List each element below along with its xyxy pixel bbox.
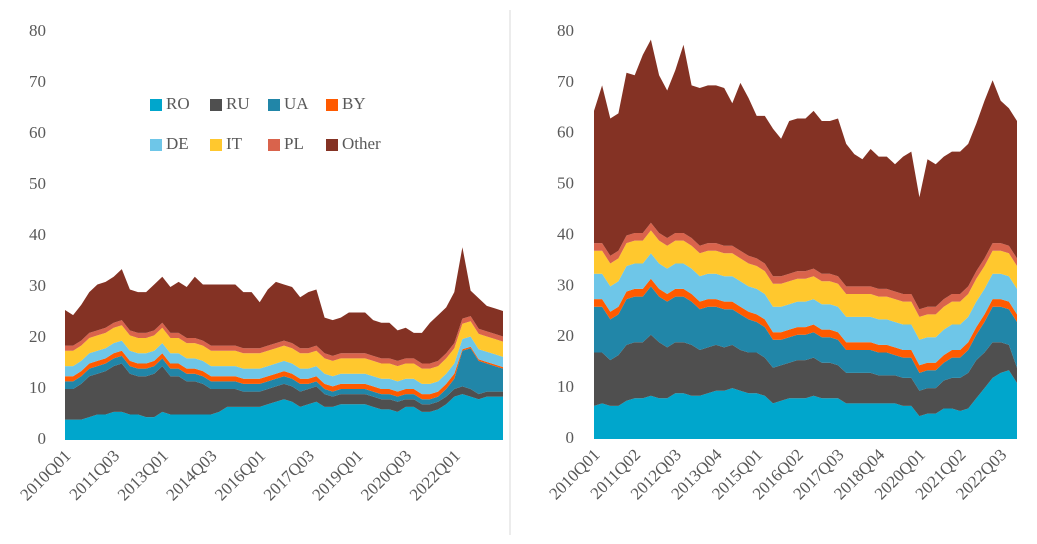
y-tick-label: 50: [29, 174, 46, 193]
area: [594, 39, 1017, 310]
area: [594, 222, 1017, 317]
legend-swatch: [150, 99, 162, 111]
y-tick-label: 20: [557, 326, 574, 345]
area: [65, 336, 503, 395]
y-tick-label: 70: [29, 72, 46, 91]
area: [594, 286, 1017, 391]
legend-swatch: [268, 139, 280, 151]
area: [594, 334, 1017, 417]
area: [594, 370, 1017, 439]
area: [65, 316, 503, 369]
legend-swatch: [210, 139, 222, 151]
y-tick-label: 80: [29, 21, 46, 40]
legend-swatch: [326, 139, 338, 151]
area: [65, 247, 503, 364]
legend-swatch: [326, 99, 338, 111]
x-tick-label: 2022Q01: [406, 446, 464, 504]
area: [594, 253, 1017, 366]
legend-swatch: [210, 99, 222, 111]
area: [594, 230, 1017, 340]
x-tick-label: 2010Q01: [16, 446, 74, 504]
x-tick-label: 2011Q03: [66, 446, 124, 504]
y-tick-label: 20: [29, 327, 46, 346]
y-tick-label: 0: [38, 429, 47, 448]
legend-label: PL: [284, 134, 304, 153]
area: [65, 394, 503, 440]
y-tick-label: 60: [557, 123, 574, 142]
x-tick-label: 2019Q01: [308, 446, 366, 504]
legend-swatch: [268, 99, 280, 111]
y-tick-label: 50: [557, 174, 574, 193]
y-tick-label: 30: [29, 276, 46, 295]
legend-label: UA: [284, 94, 309, 113]
y-tick-label: 0: [566, 428, 575, 447]
y-tick-label: 40: [557, 224, 574, 243]
legend-label: IT: [226, 134, 243, 153]
y-tick-label: 60: [29, 123, 46, 142]
legend-label: Other: [342, 134, 381, 153]
y-tick-label: 80: [557, 21, 574, 40]
area: [65, 363, 503, 420]
x-tick-label: 2017Q03: [260, 446, 318, 504]
y-tick-label: 70: [557, 72, 574, 91]
x-tick-label: 2013Q01: [114, 446, 172, 504]
legend-label: RO: [166, 94, 190, 113]
area: [65, 321, 503, 384]
x-tick-label: 2016Q01: [211, 446, 269, 504]
x-tick-label: 2020Q03: [357, 446, 415, 504]
legend-label: BY: [342, 94, 366, 113]
legend-label: DE: [166, 134, 189, 153]
legend-label: RU: [226, 94, 250, 113]
area: [65, 346, 503, 400]
x-tick-label: 2014Q03: [162, 446, 220, 504]
legend-swatch: [150, 139, 162, 151]
y-tick-label: 10: [29, 378, 46, 397]
y-tick-label: 10: [557, 377, 574, 396]
y-tick-label: 30: [557, 275, 574, 294]
area: [594, 278, 1017, 373]
y-tick-label: 40: [29, 225, 46, 244]
